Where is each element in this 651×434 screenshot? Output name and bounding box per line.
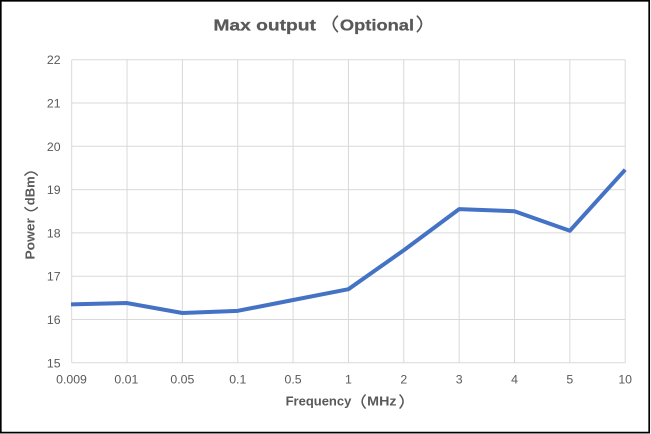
svg-text:1: 1	[345, 373, 352, 387]
svg-text:18: 18	[47, 226, 61, 240]
svg-text:Optional: Optional	[340, 16, 414, 35]
svg-text:22: 22	[47, 53, 61, 67]
svg-text:Frequency: Frequency	[286, 393, 353, 408]
svg-text:10: 10	[618, 373, 632, 387]
svg-text:4: 4	[511, 373, 518, 387]
svg-text:dBm: dBm	[23, 176, 38, 205]
svg-text:5: 5	[566, 373, 573, 387]
svg-text:17: 17	[47, 270, 61, 284]
svg-text:0.05: 0.05	[170, 373, 194, 387]
svg-text:16: 16	[47, 313, 61, 327]
svg-text:0.1: 0.1	[229, 373, 246, 387]
svg-text:Power: Power	[23, 217, 38, 259]
svg-text:0.009: 0.009	[56, 373, 87, 387]
svg-text:Max output: Max output	[213, 16, 316, 34]
svg-text:20: 20	[47, 140, 61, 154]
svg-text:MHz: MHz	[367, 394, 397, 408]
svg-text:21: 21	[47, 97, 61, 111]
svg-text:19: 19	[47, 183, 61, 197]
svg-text:15: 15	[47, 356, 61, 370]
svg-text:2: 2	[400, 373, 407, 387]
svg-text:3: 3	[456, 373, 463, 387]
svg-text:0.5: 0.5	[285, 373, 302, 387]
svg-text:0.01: 0.01	[114, 373, 138, 387]
